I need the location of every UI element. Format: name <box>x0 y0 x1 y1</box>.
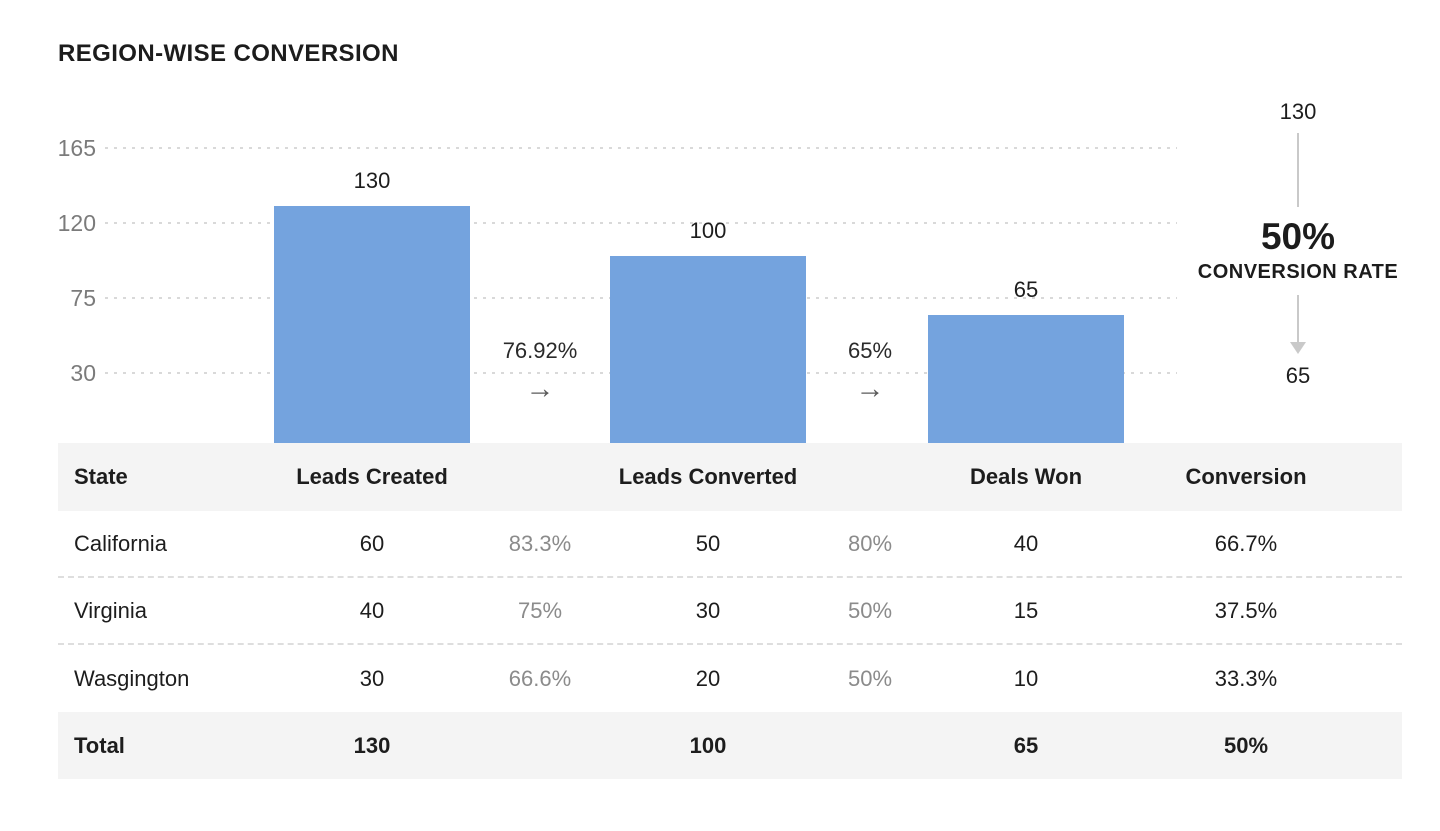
down-arrow-shaft <box>1297 295 1299 343</box>
table-row-virginia-cell-2: 75% <box>517 597 563 623</box>
summary-rate-label: CONVERSION RATE <box>1197 261 1399 283</box>
flow-pct-leads-converted-to-deals-won: 65% <box>847 338 893 363</box>
table-row-virginia-cell-6: 37.5% <box>1214 597 1278 623</box>
summary-connector-line <box>1297 133 1299 207</box>
down-arrow-icon <box>1290 295 1306 354</box>
table-row-wasgington-cell-1: 30 <box>359 665 385 691</box>
table-header-row-cell-5: Deals Won <box>969 464 1083 489</box>
table-row-california-cell-4: 80% <box>847 530 893 556</box>
bar-value-label-deals-won: 65 <box>1013 276 1039 302</box>
conversion-table: State Leads Created Leads Converted Deals W… <box>58 443 1402 779</box>
table-row-virginia-cell-5: 15 <box>1013 597 1039 623</box>
flow-pct-leads-created-to-leads-converted: 76.92% <box>502 338 578 363</box>
table-row-wasgington-cell-2: 66.6% <box>508 665 572 691</box>
down-arrow-head <box>1290 342 1306 354</box>
table-row-california-cell-0: California <box>74 530 167 556</box>
y-tick-label-30: 30 <box>70 360 96 386</box>
table-row-wasgington-cell-3: 20 <box>695 665 721 691</box>
bar-leads-converted <box>610 256 806 443</box>
table-total-row: Total 130 100 65 50% <box>58 712 1402 779</box>
table-total-row-cell-0: Total <box>74 732 125 758</box>
table-header-row-cell-3: Leads Converted <box>618 464 798 489</box>
right-arrow-icon: → <box>855 373 885 405</box>
table-row-california-cell-2: 83.3% <box>508 530 572 556</box>
right-arrow-icon: → <box>525 373 555 405</box>
table-header-row: State Leads Created Leads Converted Deals W… <box>58 443 1402 511</box>
table-header-row-cell-0: State <box>74 464 128 489</box>
bar-leads-created <box>274 206 470 443</box>
summary-bottom-value: 65 <box>1285 363 1311 388</box>
summary-rate-value: 50% <box>1260 216 1336 257</box>
table-row-wasgington-cell-5: 10 <box>1013 665 1039 691</box>
gridline-120 <box>105 222 1177 224</box>
table-row-wasgington-cell-4: 50% <box>847 665 893 691</box>
table-row-california-cell-1: 60 <box>359 530 385 556</box>
table-row-virginia-cell-3: 30 <box>695 597 721 623</box>
table-row-wasgington-cell-6: 33.3% <box>1214 665 1278 691</box>
summary-top-value: 130 <box>1279 99 1317 124</box>
bar-deals-won <box>928 314 1124 443</box>
table-header-row-cell-6: Conversion <box>1185 464 1307 489</box>
gridline-165 <box>105 147 1177 149</box>
bar-value-label-leads-created: 130 <box>353 168 391 194</box>
table-row-virginia-cell-0: Virginia <box>74 597 147 623</box>
table-header-row-cell-1: Leads Created <box>296 464 448 489</box>
table-row-california-cell-5: 40 <box>1013 530 1039 556</box>
table-row-california-cell-3: 50 <box>695 530 721 556</box>
table-row-virginia-cell-1: 40 <box>359 597 385 623</box>
table-row-california-cell-6: 66.7% <box>1214 530 1278 556</box>
table-total-row-cell-6: 50% <box>1223 732 1269 758</box>
y-tick-label-120: 120 <box>57 210 96 236</box>
table-row-wasgington: Wasgington 30 66.6% 20 50% 10 33.3% <box>58 645 1402 712</box>
bar-value-label-leads-converted: 100 <box>689 218 727 244</box>
y-tick-label-75: 75 <box>70 285 96 311</box>
table-total-row-cell-3: 100 <box>689 732 727 758</box>
table-row-california: California 60 83.3% 50 80% 40 66.7% <box>58 511 1402 578</box>
table-row-virginia: Virginia 40 75% 30 50% 15 37.5% <box>58 578 1402 645</box>
page-title: REGION-WISE CONVERSION <box>58 40 399 67</box>
table-total-row-cell-5: 65 <box>1013 732 1039 758</box>
funnel-bar-chart: 165 120 75 30 130 100 65 76.92% → 65% → 130 50% … <box>0 98 1440 443</box>
table-total-row-cell-1: 130 <box>353 732 391 758</box>
y-tick-label-165: 165 <box>57 135 96 161</box>
conversion-summary: 130 50% CONVERSION RATE 65 <box>1185 98 1411 390</box>
table-row-wasgington-cell-0: Wasgington <box>74 665 190 691</box>
table-row-virginia-cell-4: 50% <box>847 597 893 623</box>
